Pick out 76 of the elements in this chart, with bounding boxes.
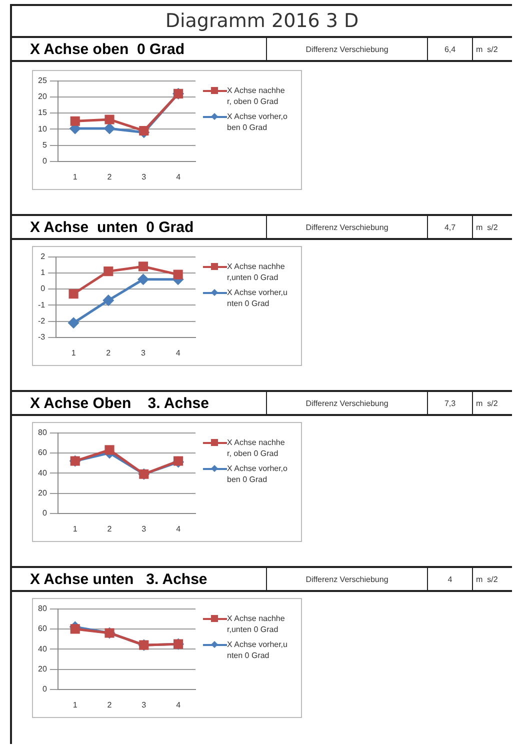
- legend-label: X Achse nachher,unten 0 Grad: [227, 613, 286, 635]
- x-tick-label: 1: [72, 172, 78, 182]
- text: m s/2: [472, 216, 512, 238]
- text: m s/2: [472, 392, 512, 414]
- y-tick-label: 25: [38, 76, 48, 86]
- x-tick-label: 1: [71, 348, 76, 358]
- x-tick-label: 3: [142, 524, 147, 534]
- y-tick-label: 60: [38, 448, 48, 458]
- y-tick-label: 1: [40, 268, 46, 278]
- x-tick-label: 2: [107, 700, 112, 710]
- y-tick-label: 2: [40, 252, 46, 262]
- x-tick-label: 3: [142, 700, 147, 710]
- x-tick-label: 2: [106, 348, 112, 358]
- chart-title: X Achse unten 0 Grad: [29, 218, 195, 236]
- legend-label: X Achse nachher, oben 0 Grad: [227, 85, 286, 107]
- x-tick-label: 4: [176, 348, 181, 358]
- legend-label: X Achse nachher,unten 0 Grad: [227, 261, 286, 283]
- y-tick-label: 20: [38, 664, 48, 674]
- point: [104, 266, 114, 276]
- text: Differenz Verschiebung: [266, 38, 427, 60]
- text: m s/2: [472, 38, 512, 60]
- text: Differenz Verschiebung: [266, 568, 427, 590]
- x-tick-label: 3: [142, 172, 147, 182]
- x-tick-label: 4: [176, 700, 182, 710]
- point: [103, 295, 114, 306]
- y-tick-label: -3: [38, 332, 46, 342]
- x-tick-label: 1: [72, 524, 78, 534]
- legend-label: X Achse nachher, oben 0 Grad: [227, 437, 286, 459]
- y-tick-label: 15: [38, 108, 48, 118]
- point: [104, 445, 114, 455]
- x-tick-label: 4: [176, 524, 182, 534]
- legend-label: X Achse vorher,unten 0 Grad: [227, 639, 288, 661]
- y-tick-label: 80: [38, 604, 48, 614]
- point: [104, 123, 115, 134]
- y-tick-label: 40: [38, 644, 48, 654]
- x-tick-label: 4: [176, 172, 182, 182]
- legend-label: X Achse vorher,unten 0 Grad: [227, 287, 288, 309]
- text: m s/2: [472, 568, 512, 590]
- chart-title: X Achse unten 3. Achse: [29, 570, 208, 588]
- point: [70, 116, 80, 126]
- y-tick-label: 10: [38, 124, 48, 134]
- chart-title: X Achse Oben 3. Achse: [29, 394, 210, 412]
- x-tick-label: 1: [72, 700, 78, 710]
- y-tick-label: -1: [38, 300, 46, 310]
- x-tick-label: 2: [107, 172, 112, 182]
- point: [70, 624, 80, 634]
- y-tick-label: 80: [38, 428, 48, 438]
- point: [68, 289, 78, 299]
- text: Diagramm 2016 3 D: [12, 6, 512, 38]
- y-tick-label: 60: [38, 624, 48, 634]
- y-tick-label: 40: [38, 468, 48, 478]
- text: 4: [427, 568, 472, 590]
- x-tick-label: 2: [107, 524, 112, 534]
- chart-title: X Achse oben 0 Grad: [29, 40, 186, 58]
- text: Differenz Verschiebung: [266, 216, 427, 238]
- point: [173, 270, 183, 280]
- text: Differenz Verschiebung: [266, 392, 427, 414]
- y-tick-label: 5: [42, 140, 48, 150]
- y-tick-label: 20: [38, 488, 48, 498]
- y-tick-label: 20: [38, 92, 48, 102]
- y-tick-label: 0: [42, 156, 48, 166]
- y-tick-label: 0: [40, 284, 46, 294]
- point: [138, 274, 148, 285]
- y-tick-label: -2: [38, 316, 46, 326]
- y-tick-label: 0: [42, 684, 48, 694]
- y-tick-label: 0: [42, 508, 48, 518]
- text: 6,4: [427, 38, 472, 60]
- text: 7,3: [427, 392, 472, 414]
- point: [138, 262, 148, 272]
- x-tick-label: 3: [141, 348, 146, 358]
- point: [104, 114, 114, 124]
- legend-label: X Achse vorher,oben 0 Grad: [227, 463, 288, 485]
- text: 4,7: [427, 216, 472, 238]
- point: [139, 126, 149, 136]
- legend-label: X Achse vorher,oben 0 Grad: [227, 111, 288, 133]
- point: [68, 318, 79, 328]
